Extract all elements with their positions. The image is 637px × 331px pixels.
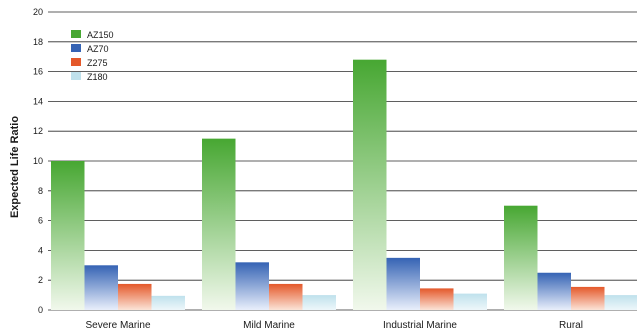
- legend-label: Z275: [87, 58, 108, 68]
- bar-z180-3: [604, 295, 637, 310]
- bar-z275-1: [269, 283, 303, 310]
- bar-z275-2: [420, 288, 454, 310]
- legend-swatch: [71, 44, 81, 52]
- y-axis-ticks: 0 2 4 6 8 10 12 14 16 18 20: [33, 7, 43, 315]
- x-category-label: Industrial Marine: [383, 320, 457, 331]
- legend-label: AZ70: [87, 44, 109, 54]
- bar-az150-2: [353, 59, 387, 311]
- x-axis-categories: Severe Marine Mild Marine Industrial Marin…: [85, 320, 582, 331]
- bars: [51, 59, 637, 311]
- y-tick-label: 18: [33, 37, 43, 47]
- y-tick-label: 6: [38, 216, 43, 226]
- legend-swatch: [71, 58, 81, 66]
- bar-z180-0: [151, 295, 185, 310]
- x-category-label: Severe Marine: [85, 320, 150, 331]
- bar-az70-3: [537, 272, 571, 310]
- y-axis-label: Expected Life Ratio: [9, 116, 21, 218]
- y-tick-label: 10: [33, 156, 43, 166]
- legend-swatch: [71, 72, 81, 80]
- y-tick-label: 8: [38, 186, 43, 196]
- y-tick-label: 14: [33, 96, 43, 106]
- bar-az150-0: [51, 161, 85, 310]
- bar-az70-0: [84, 265, 118, 310]
- legend-swatch: [71, 30, 81, 38]
- legend: AZ150 AZ70 Z275 Z180: [71, 30, 114, 82]
- gridlines: [48, 11, 637, 311]
- y-tick-label: 4: [38, 245, 43, 255]
- bar-z275-0: [118, 283, 152, 310]
- y-tick-label: 16: [33, 67, 43, 77]
- bar-z275-3: [571, 286, 605, 310]
- y-tick-label: 0: [38, 305, 43, 315]
- y-tick-label: 12: [33, 126, 43, 136]
- x-category-label: Mild Marine: [243, 320, 295, 331]
- y-tick-label: 2: [38, 275, 43, 285]
- bar-az70-1: [235, 262, 269, 310]
- bar-z180-2: [453, 293, 487, 310]
- bar-az150-1: [202, 138, 236, 310]
- bar-z180-1: [302, 295, 336, 310]
- legend-label: Z180: [87, 72, 108, 82]
- bar-az150-3: [504, 205, 538, 310]
- bar-az70-2: [386, 257, 420, 310]
- legend-label: AZ150: [87, 30, 114, 40]
- y-tick-label: 20: [33, 7, 43, 17]
- x-category-label: Rural: [559, 320, 583, 331]
